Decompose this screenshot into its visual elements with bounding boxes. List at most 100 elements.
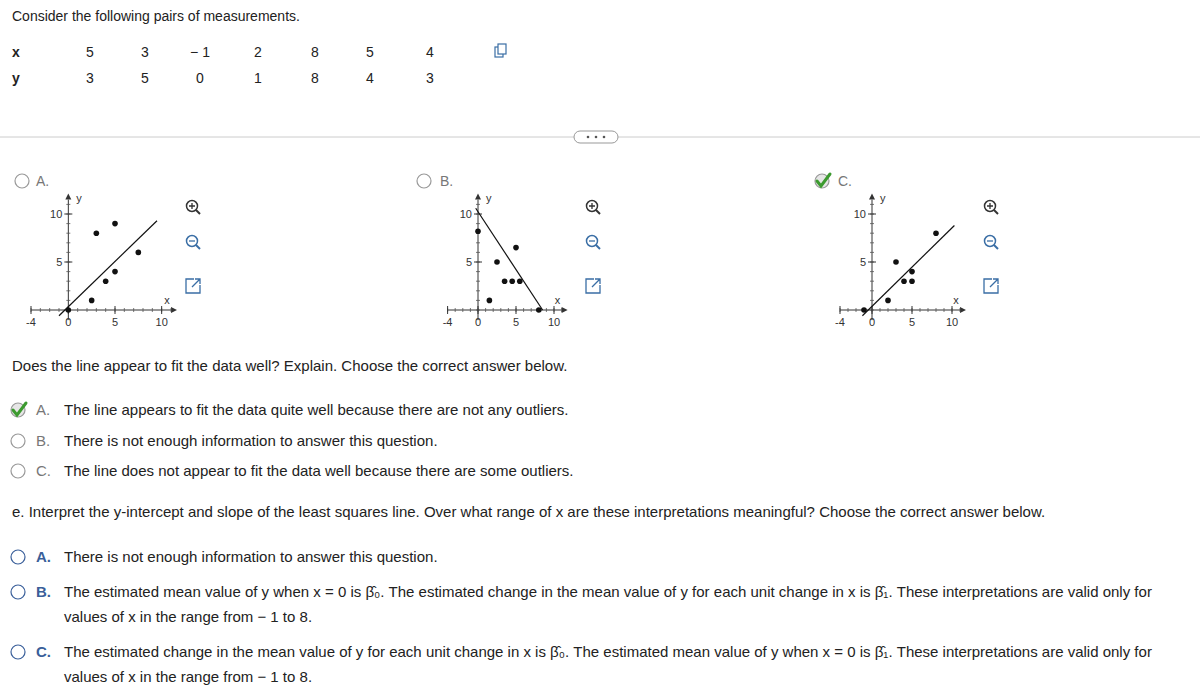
x-tick-label: 0 xyxy=(65,316,71,328)
y-tick-label: 10 xyxy=(50,208,62,220)
x-axis xyxy=(31,310,171,311)
x-tick-label: 0 xyxy=(869,316,875,328)
option-letter: A. xyxy=(36,548,51,566)
option-letter: B. xyxy=(36,583,51,601)
minor-tick xyxy=(171,308,172,312)
x-tick-label: 5 xyxy=(513,316,519,328)
y-tick-label: 5 xyxy=(56,256,62,268)
path xyxy=(589,203,595,209)
line xyxy=(994,245,998,249)
line xyxy=(596,245,600,249)
y-tick xyxy=(474,214,482,215)
option-letter: C. xyxy=(36,643,51,661)
radio-button[interactable] xyxy=(11,434,25,448)
radio-button[interactable] xyxy=(11,645,25,659)
data-point xyxy=(502,278,508,284)
table-cell: 1 xyxy=(254,69,262,87)
path xyxy=(984,279,998,293)
x-tick-label: -4 xyxy=(26,316,36,328)
data-point xyxy=(513,245,519,251)
circle xyxy=(595,136,598,139)
data-point xyxy=(94,230,100,236)
option-label: B. xyxy=(440,172,453,190)
minor-tick xyxy=(870,271,874,272)
x-tick xyxy=(31,306,32,314)
x-tick xyxy=(478,306,479,314)
minor-tick xyxy=(476,290,480,291)
y-axis-label: y xyxy=(880,192,886,204)
minor-tick xyxy=(49,308,50,312)
data-point xyxy=(103,278,109,284)
minor-tick xyxy=(66,204,70,205)
circle xyxy=(985,236,996,247)
minor-tick xyxy=(500,308,501,312)
zoom-out-icon[interactable] xyxy=(187,236,201,250)
table-cell: 3 xyxy=(426,69,434,87)
x-tick-label: 5 xyxy=(909,316,915,328)
chart: -40510510xy xyxy=(443,192,568,328)
open-window-icon[interactable] xyxy=(586,279,600,293)
y-tick xyxy=(868,262,876,263)
minor-tick xyxy=(870,242,874,243)
radio-button[interactable] xyxy=(11,585,25,599)
minor-tick xyxy=(546,308,547,312)
circle xyxy=(587,201,598,212)
radio-button[interactable] xyxy=(11,550,25,564)
option-text: The estimated change in the mean value o… xyxy=(64,639,1194,689)
zoom-in-icon[interactable] xyxy=(187,201,201,215)
path xyxy=(586,279,600,293)
minor-tick xyxy=(476,281,480,282)
radio-button[interactable] xyxy=(815,174,830,188)
open-window-icon[interactable] xyxy=(984,279,998,293)
plot-area xyxy=(475,208,542,313)
data-point xyxy=(885,298,891,304)
minor-tick xyxy=(493,308,494,312)
radio-button[interactable] xyxy=(11,464,25,478)
zoom-in-icon[interactable] xyxy=(985,201,999,215)
zoom-in-icon[interactable] xyxy=(587,201,601,215)
zoom-out-icon[interactable] xyxy=(985,236,999,250)
path xyxy=(990,279,998,287)
circle xyxy=(187,236,198,247)
data-point xyxy=(494,259,500,265)
chart: -40510510xy xyxy=(26,192,177,328)
radio-button[interactable] xyxy=(15,174,29,188)
open-window-icon[interactable] xyxy=(186,279,200,293)
x-tick-label: 5 xyxy=(112,316,118,328)
radio-button[interactable] xyxy=(11,403,26,417)
option-text: There is not enough information to answe… xyxy=(64,544,1194,569)
minor-tick xyxy=(152,308,153,312)
path xyxy=(189,203,195,209)
y-tick xyxy=(868,214,876,215)
radio-circle xyxy=(11,645,25,659)
x-tick xyxy=(161,306,162,314)
minor-tick xyxy=(476,204,480,205)
table-header: y xyxy=(12,69,20,87)
minor-tick xyxy=(66,223,70,224)
data-point xyxy=(112,269,118,275)
x-tick xyxy=(447,306,448,314)
radio-button[interactable] xyxy=(417,174,431,188)
y-axis xyxy=(478,200,479,320)
data-point xyxy=(893,259,899,265)
copy-icon[interactable] xyxy=(495,44,506,57)
zoom-out-icon[interactable] xyxy=(587,236,601,250)
x-tick xyxy=(912,306,913,314)
y-axis xyxy=(872,200,873,320)
y-arrow xyxy=(475,194,481,200)
path xyxy=(192,279,200,287)
x-tick-label: -4 xyxy=(835,316,845,328)
minor-tick xyxy=(143,308,144,312)
option-label: A. xyxy=(36,172,49,190)
x-tick xyxy=(516,306,517,314)
expand-button[interactable] xyxy=(574,131,618,143)
minor-tick xyxy=(66,300,70,301)
y-axis-label: y xyxy=(486,192,492,204)
minor-tick xyxy=(476,300,480,301)
data-point xyxy=(136,250,142,256)
table-cell: 8 xyxy=(311,69,319,87)
radio-circle xyxy=(11,550,25,564)
minor-tick xyxy=(960,308,961,312)
minor-tick xyxy=(87,308,88,312)
table-cell: 5 xyxy=(86,43,94,61)
